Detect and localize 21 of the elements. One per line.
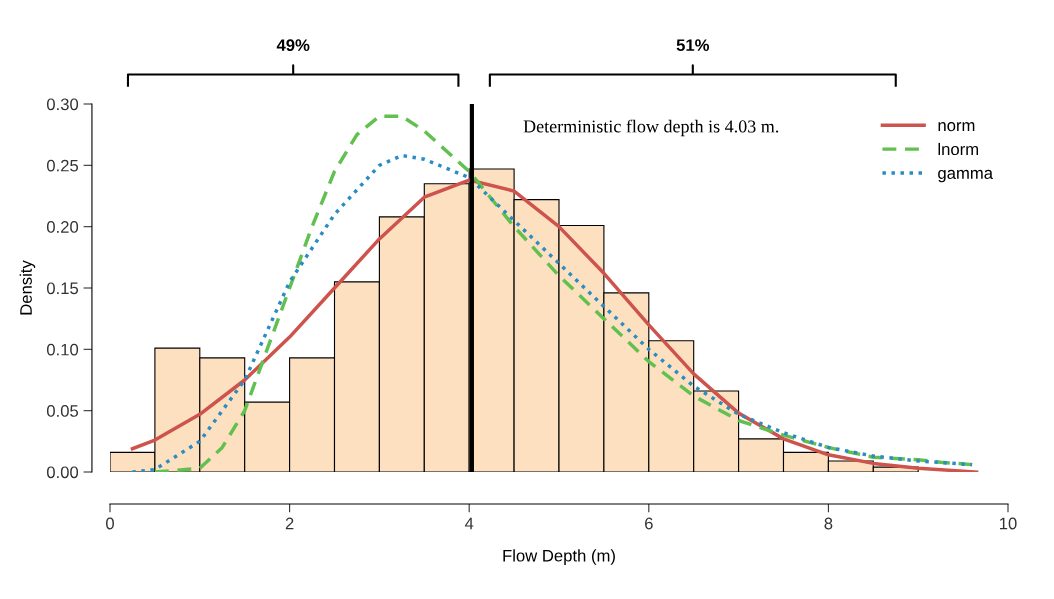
legend-label: lnorm — [938, 142, 978, 156]
x-tick-label: 0 — [106, 517, 114, 530]
x-tick-label: 4 — [464, 517, 474, 530]
legend-label: norm — [938, 122, 975, 132]
y-tick-label: 0.15 — [46, 282, 79, 295]
text: 51% — [676, 39, 710, 52]
y-tick-label: 0.30 — [46, 98, 79, 111]
y-tick-label: 0.20 — [46, 221, 79, 233]
y-tick-label: 0.10 — [46, 343, 79, 356]
x-tick-label: 6 — [645, 517, 653, 530]
text: 49% — [276, 39, 310, 52]
x-tick-label: 10 — [1000, 517, 1017, 530]
y-tick-label: 0.25 — [46, 159, 79, 172]
x-tick-label: 2 — [285, 517, 294, 530]
y-axis-title: Density — [19, 260, 36, 315]
legend-label: gamma — [938, 169, 993, 183]
y-tick-label: 0.00 — [46, 466, 79, 479]
x-tick-label: 8 — [824, 517, 833, 530]
x-axis-title: Flow Depth (m) — [503, 549, 615, 565]
y-tick-label: 0.05 — [46, 405, 79, 417]
annotation: Deterministic flow depth is 4.03 m. — [523, 119, 779, 137]
